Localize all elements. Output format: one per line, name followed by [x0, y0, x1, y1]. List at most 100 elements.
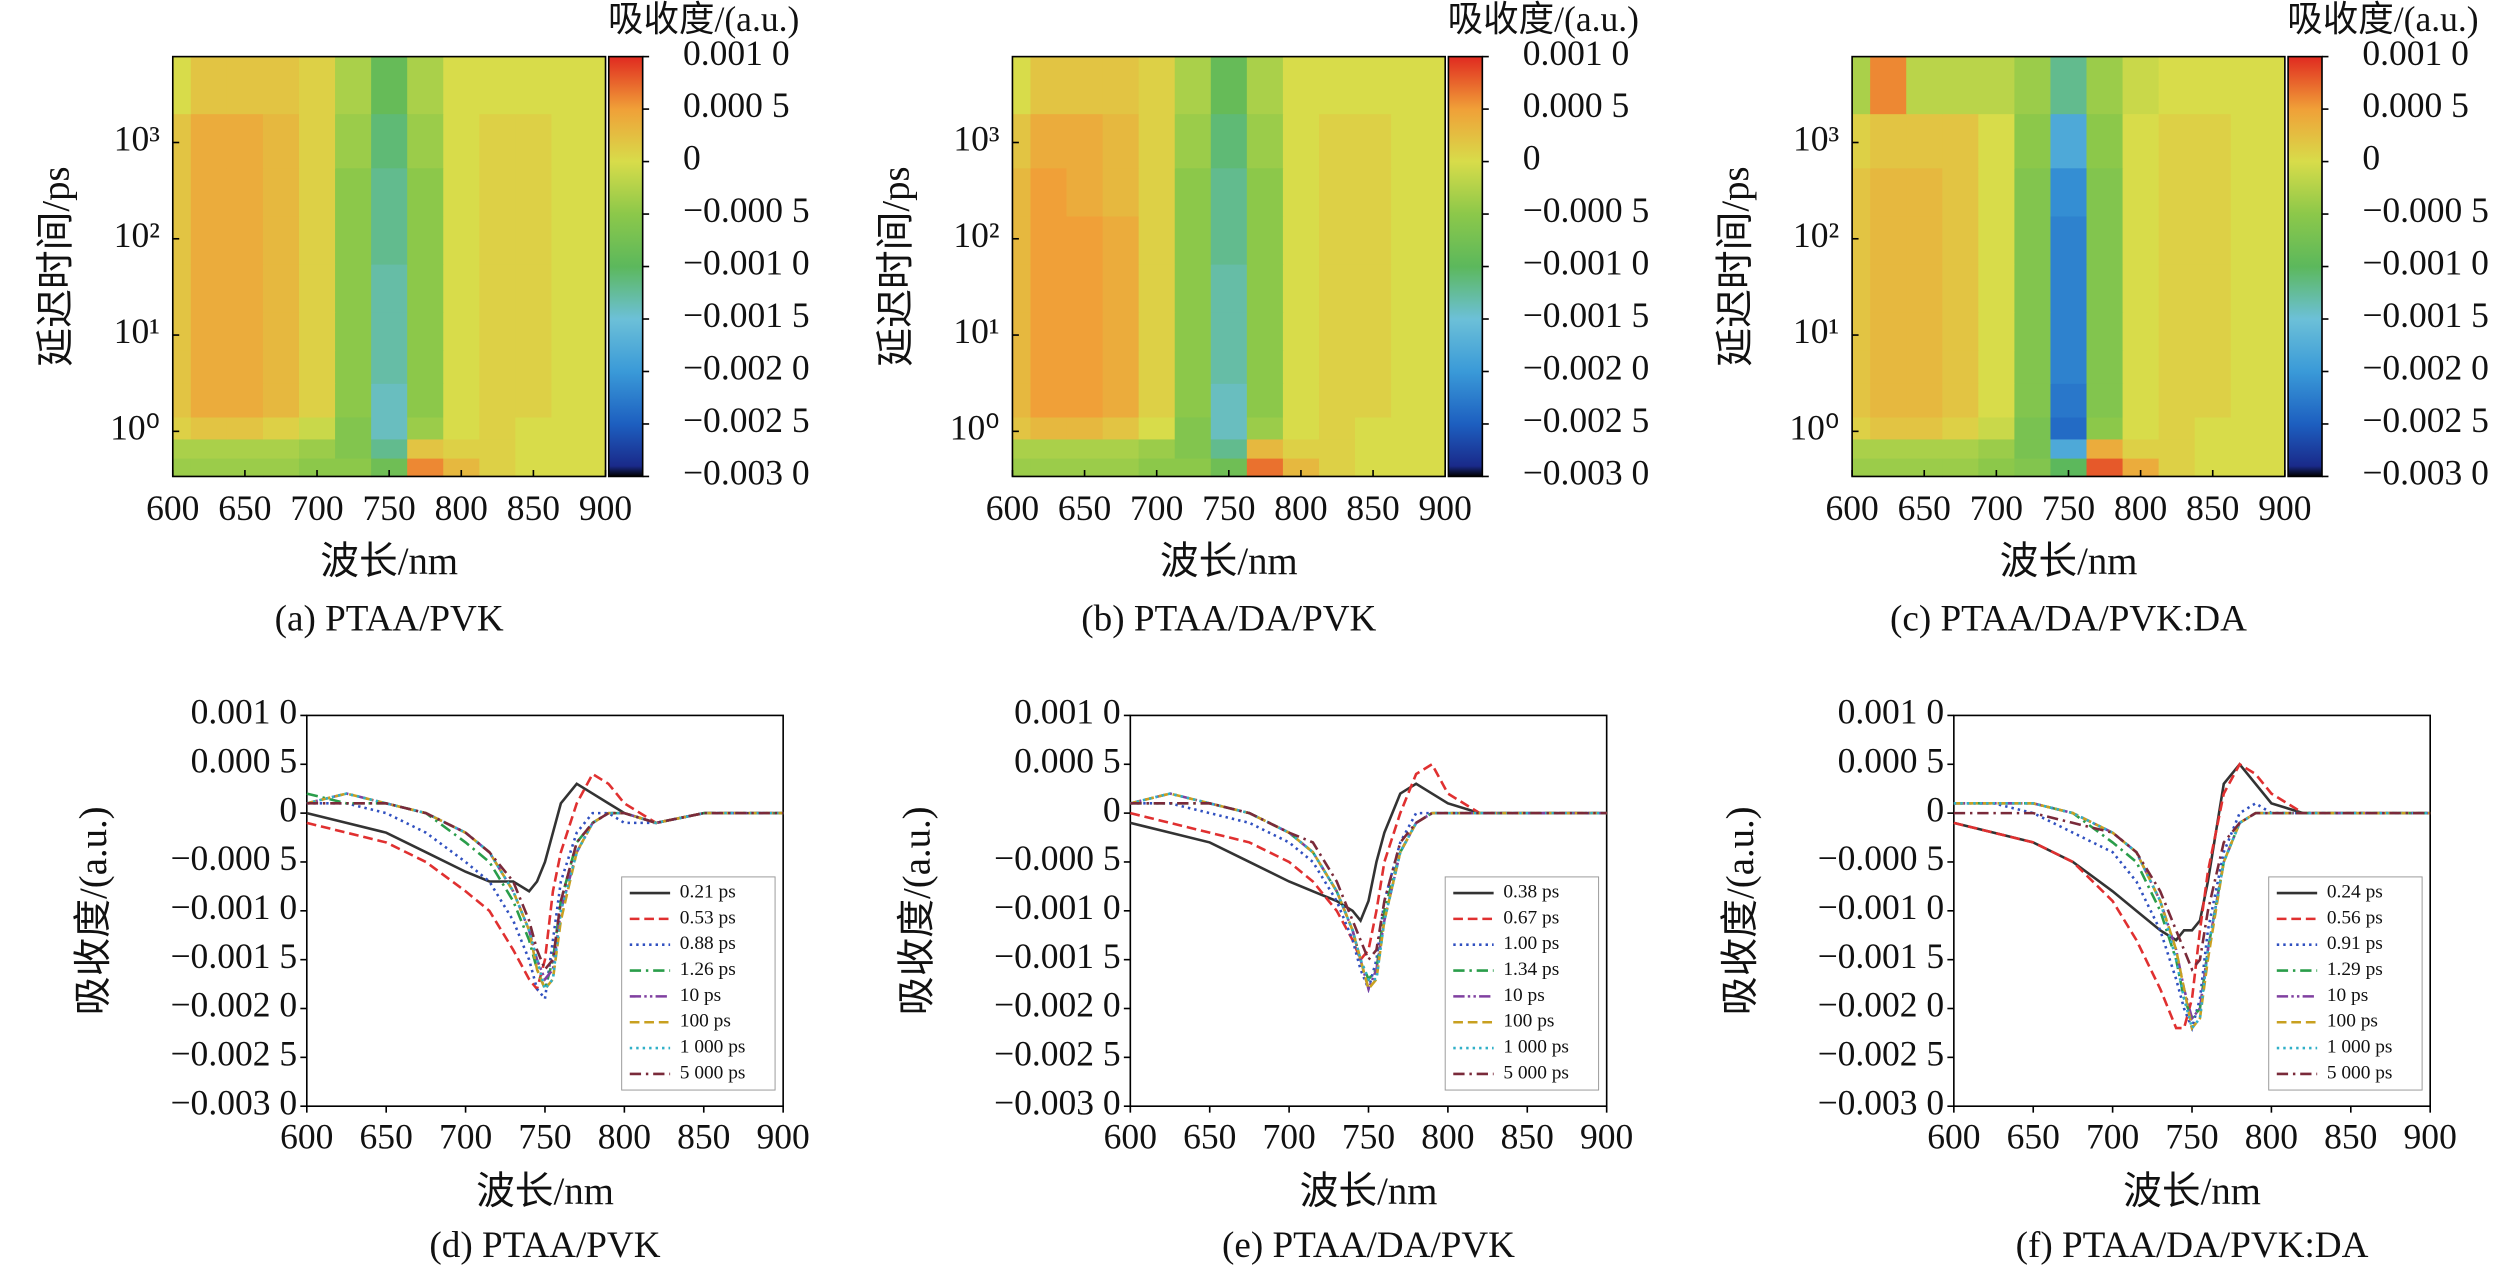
heatmap-cell — [298, 349, 336, 384]
heatmap-cell — [190, 312, 228, 351]
heatmap-cell — [262, 438, 300, 459]
heatmap-cell — [2266, 416, 2286, 440]
heatmap-cell — [1318, 167, 1356, 217]
heatmap-cell — [2266, 349, 2286, 384]
heatmap-cell — [226, 167, 264, 217]
heatmap-cell — [443, 416, 480, 440]
heatmap-cell — [1978, 457, 2016, 478]
heatmap-cell — [371, 113, 408, 169]
heatmap-cell — [298, 416, 336, 440]
heatmap-cell — [479, 438, 517, 459]
y-tick-label: 0.001 0 — [1014, 692, 1121, 732]
x-tick-label: 650 — [1058, 488, 1111, 528]
heatmap-cell — [335, 312, 372, 351]
y-tick-label: 10² — [953, 215, 999, 255]
heatmap-cell — [2014, 312, 2052, 351]
y-tick-label: 10⁰ — [1789, 407, 1839, 447]
heatmap-cell — [1246, 416, 1284, 440]
heatmap-cell — [1246, 438, 1284, 459]
heatmap-cell — [262, 56, 300, 115]
heatmap-cell — [551, 416, 589, 440]
heatmap-cell — [262, 457, 300, 478]
heatmap-cell — [1355, 416, 1392, 440]
heatmap-cell — [298, 215, 336, 265]
heatmap-cell — [1030, 263, 1068, 313]
heatmap-cell — [1174, 263, 1212, 313]
heatmap-cell — [1391, 263, 1428, 313]
heatmap-cell — [1906, 113, 1943, 169]
heatmap-cell — [1030, 215, 1068, 265]
heatmap-cell — [2158, 416, 2196, 440]
x-tick-label: 800 — [598, 1116, 651, 1156]
heatmap-cell — [371, 349, 408, 384]
y-tick-label: −0.002 5 — [171, 1034, 298, 1074]
heatmap-cell — [172, 113, 192, 169]
heatmap-cell — [1870, 167, 1907, 217]
heatmap-cell — [1978, 416, 2016, 440]
colorbar-tick-label: −0.001 5 — [1523, 295, 1650, 335]
heatmap-cell — [1012, 263, 1032, 313]
heatmap-cell — [1066, 383, 1104, 418]
heatmap-cell — [1427, 349, 1446, 384]
y-tick-label: −0.001 0 — [171, 887, 298, 927]
heatmap-cell — [479, 457, 517, 478]
x-tick-label: 750 — [2165, 1116, 2218, 1156]
heatmap-cell — [1978, 263, 2016, 313]
heatmap-cell — [2230, 113, 2268, 169]
x-tick-label: 800 — [1421, 1116, 1474, 1156]
x-tick-label: 800 — [435, 488, 488, 528]
colorbar-tick-label: −0.000 5 — [683, 190, 810, 230]
x-axis-label: 波长/nm — [1160, 540, 1298, 583]
heatmap-cell — [1102, 167, 1140, 217]
y-axis-label: 延迟时间/ps — [1714, 166, 1757, 366]
x-tick-label: 900 — [757, 1116, 810, 1156]
colorbar — [607, 55, 644, 478]
x-tick-label: 750 — [1342, 1116, 1395, 1156]
heatmap-cell — [1174, 349, 1212, 384]
heatmap-cell — [371, 383, 408, 418]
heatmap-cell — [1355, 383, 1392, 418]
heatmap-cell — [2050, 56, 2088, 115]
heatmap-cell — [335, 438, 372, 459]
heatmap-cell — [443, 457, 480, 478]
legend-label: 1 000 ps — [2327, 1037, 2393, 1058]
heatmap-cell — [1318, 56, 1356, 115]
heatmap-cell — [1210, 349, 1248, 384]
heatmap-cell — [172, 416, 192, 440]
x-tick-label: 700 — [1262, 1116, 1315, 1156]
heatmap-cell — [587, 56, 607, 115]
heatmap-cell — [1870, 416, 1907, 440]
colorbar-tick-label: 0 — [683, 138, 701, 178]
heatmap-cell — [1427, 113, 1446, 169]
heatmap-cell — [1870, 312, 1907, 351]
heatmap-cell — [2050, 263, 2088, 313]
heatmap-cell — [1852, 438, 1871, 459]
heatmap-cell — [551, 349, 589, 384]
x-tick-label: 700 — [290, 488, 343, 528]
colorbar — [1447, 55, 1484, 478]
heatmap-cell — [1318, 349, 1356, 384]
heatmap-cell — [1318, 383, 1356, 418]
heatmap-cell — [587, 312, 607, 351]
heatmap-cell — [2230, 215, 2268, 265]
heatmap-cell — [1870, 215, 1907, 265]
heatmap-cell — [190, 167, 228, 217]
heatmap-cell — [407, 263, 444, 313]
y-tick-label: 10⁰ — [950, 407, 1000, 447]
legend-label: 100 ps — [2327, 1011, 2378, 1032]
heatmap-cell — [2086, 215, 2124, 265]
heatmap-cell — [587, 416, 607, 440]
y-tick-label: −0.002 0 — [994, 985, 1121, 1025]
heatmap-cell — [298, 167, 336, 217]
heatmap-cell — [1870, 263, 1907, 313]
x-tick-label: 650 — [2007, 1116, 2060, 1156]
x-tick-label: 850 — [1501, 1116, 1554, 1156]
heatmap-cell — [1942, 215, 1979, 265]
heatmap-cell — [515, 113, 553, 169]
heatmap-cell — [1012, 113, 1032, 169]
heatmap-cell — [1906, 438, 1943, 459]
heatmap-cell — [298, 56, 336, 115]
heatmap-cell — [443, 312, 480, 351]
heatmap-cell — [2230, 167, 2268, 217]
